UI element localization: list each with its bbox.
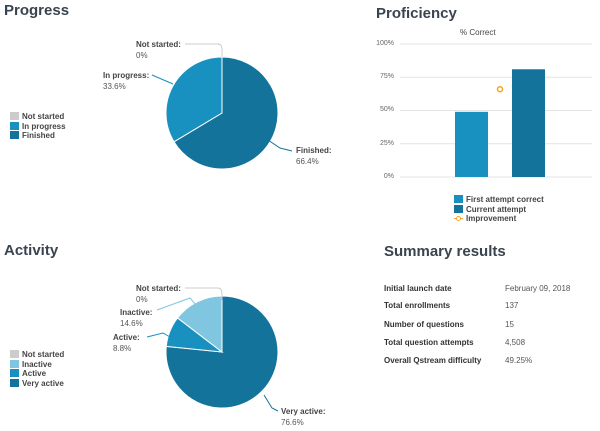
legend-item: In progress	[10, 121, 66, 132]
summary-value: 137	[505, 301, 519, 310]
legend-item: Inactive	[10, 359, 64, 370]
summary-label: Total enrollments	[384, 301, 451, 310]
proficiency-legend: First attempt correct Current attempt Im…	[454, 195, 544, 224]
progress-title: Progress	[4, 2, 70, 19]
proficiency-bars	[455, 69, 545, 177]
summary-label: Total question attempts	[384, 338, 474, 347]
y-tick: 50%	[379, 106, 394, 113]
summary-value: February 09, 2018	[505, 284, 571, 293]
legend-swatch	[10, 359, 19, 368]
activity-legend: Not started Inactive Active Very active	[10, 350, 64, 388]
activity-label-active: Active: 8.8%	[113, 333, 140, 353]
summary-value: 4,508	[505, 338, 526, 347]
y-tick: 25%	[379, 140, 394, 147]
progress-label-in-progress: In progress: 33.6%	[103, 71, 150, 91]
summary-row: Number of questions 15	[384, 320, 600, 332]
legend-item: Active	[10, 369, 64, 379]
legend-swatch	[10, 131, 19, 139]
summary-label: Overall Qstream difficulty	[384, 356, 482, 365]
activity-label-not-started: Not started: 0%	[136, 284, 181, 304]
pie-slice-in-progress	[165, 56, 223, 143]
legend-item: Finished	[10, 131, 66, 141]
bar-current-attempt	[512, 69, 545, 177]
progress-legend: Not started In progress Finished	[10, 112, 66, 141]
legend-swatch	[10, 112, 19, 120]
legend-swatch	[454, 204, 463, 213]
proficiency-chart-title: % Correct	[460, 28, 496, 37]
proficiency-gridlines	[400, 43, 592, 178]
improvement-point	[496, 85, 504, 93]
legend-item: Not started	[10, 350, 64, 360]
activity-pie	[165, 295, 279, 409]
proficiency-title: Proficiency	[376, 5, 457, 22]
summary-row: Overall Qstream difficulty 49.25%	[384, 356, 600, 368]
legend-swatch	[10, 369, 19, 377]
legend-swatch	[10, 350, 19, 358]
legend-swatch	[454, 195, 463, 203]
summary-row: Total enrollments 137	[384, 301, 600, 313]
progress-label-not-started: Not started: 0%	[136, 40, 181, 60]
summary-row: Total question attempts 4,508	[384, 338, 600, 350]
y-tick: 75%	[379, 73, 394, 80]
progress-pie	[165, 56, 279, 170]
legend-item: Current attempt	[454, 204, 544, 215]
y-tick: 100%	[376, 40, 394, 47]
bar-first-attempt-correct	[455, 111, 488, 177]
legend-item: Not started	[10, 112, 66, 122]
summary-label: Number of questions	[384, 320, 465, 329]
legend-item: First attempt correct	[454, 195, 544, 205]
leader-lines	[146, 43, 293, 412]
progress-label-finished: Finished: 66.4%	[296, 146, 332, 166]
pie-slice-very-active	[165, 295, 279, 409]
pie-slice-inactive	[176, 295, 223, 354]
summary-label: Initial launch date	[384, 284, 452, 293]
y-tick: 0%	[383, 173, 394, 180]
legend-item: Very active	[10, 378, 64, 389]
summary-value: 15	[505, 320, 514, 329]
activity-label-inactive: Inactive: 14.6%	[120, 308, 153, 328]
legend-swatch	[10, 121, 19, 130]
activity-label-very-active: Very active: 76.6%	[281, 407, 326, 427]
summary-row: Initial launch date February 09, 2018	[384, 284, 600, 296]
legend-item: Improvement	[454, 214, 544, 224]
summary-title: Summary results	[384, 243, 506, 260]
improvement-marker-icon	[454, 214, 463, 222]
summary-value: 49.25%	[505, 356, 533, 365]
activity-title: Activity	[4, 242, 59, 259]
legend-swatch	[10, 378, 19, 387]
pie-slice-finished	[173, 56, 279, 170]
